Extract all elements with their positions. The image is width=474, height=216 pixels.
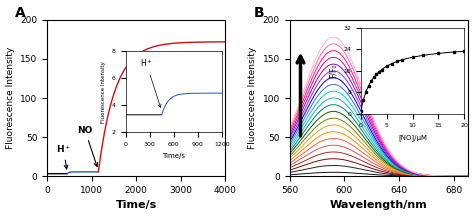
Text: A: A — [15, 6, 26, 20]
X-axis label: Time/s: Time/s — [116, 200, 157, 210]
Y-axis label: Fluorescence Intensity: Fluorescence Intensity — [6, 47, 15, 149]
Y-axis label: Fluorescence Intensity: Fluorescence Intensity — [248, 47, 257, 149]
Text: H$^+$: H$^+$ — [56, 143, 72, 169]
Text: B: B — [254, 6, 264, 20]
X-axis label: Wavelength/nm: Wavelength/nm — [330, 200, 428, 210]
Text: NO: NO — [77, 126, 98, 167]
